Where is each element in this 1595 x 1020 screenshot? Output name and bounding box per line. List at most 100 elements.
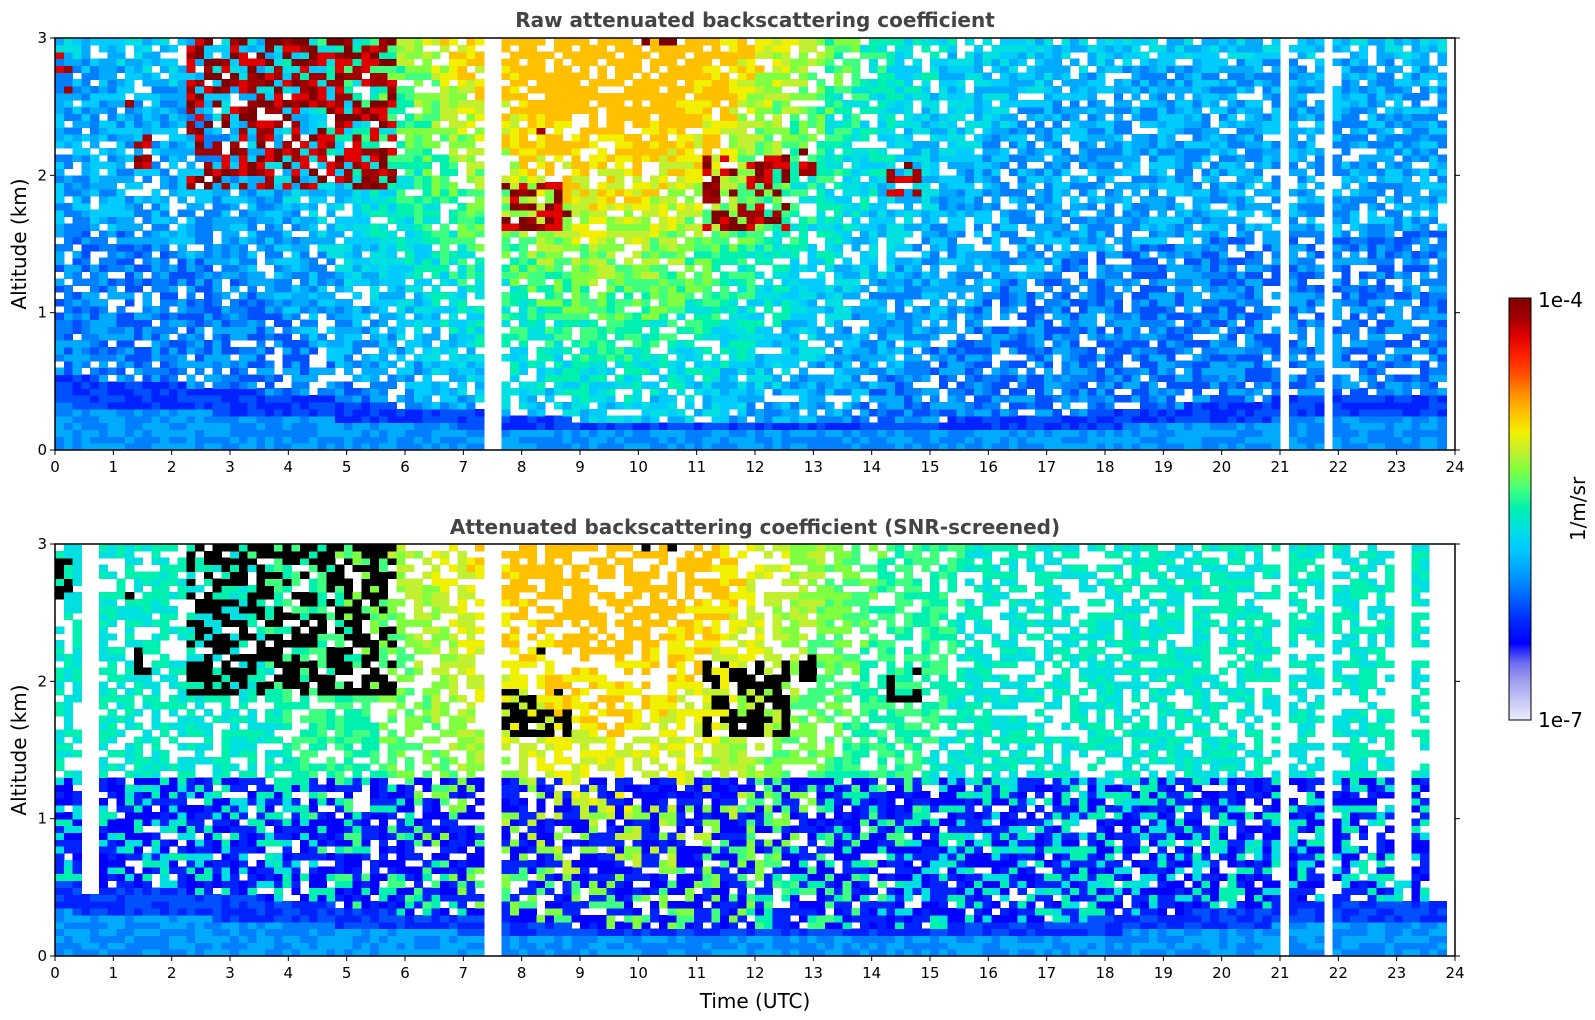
heatmap-cell [457,278,467,286]
heatmap-cell [291,72,301,80]
heatmap-cell [798,65,809,73]
heatmap-cell [396,347,406,355]
heatmap-cell [203,99,214,108]
heatmap-cell [518,292,529,300]
heatmap-cell [238,120,249,128]
heatmap-cell [615,326,625,334]
heatmap-cell [527,381,537,389]
heatmap-cell [842,209,852,218]
heatmap-cell [195,250,205,259]
heatmap-cell [527,51,537,60]
heatmap-cell [860,429,870,437]
heatmap-cell [230,408,240,417]
heatmap-cell [650,319,660,327]
heatmap-cell [361,326,371,334]
heatmap-cell [317,134,327,142]
heatmap-cell [431,127,441,135]
heatmap-cell [860,134,870,142]
heatmap-cell [728,168,739,176]
heatmap-cell [72,182,82,190]
heatmap-cell [606,168,616,176]
heatmap-cell [221,381,231,389]
heatmap-cell [177,86,187,94]
heatmap-cell [440,360,450,369]
heatmap-cell [98,285,109,293]
heatmap-cell [422,141,432,149]
heatmap-cell [212,305,222,314]
heatmap-cell [308,120,319,128]
heatmap-cell [466,106,476,115]
heatmap-cell [396,38,406,46]
heatmap-cell [466,175,476,183]
heatmap-cell [676,223,686,231]
heatmap-cell [755,230,765,238]
heatmap-cell [160,195,170,204]
heatmap-cell [536,367,546,376]
heatmap-cell [431,79,441,87]
heatmap-cell [72,51,82,60]
heatmap-cell [247,312,257,321]
heatmap-cell [903,285,914,293]
heatmap-cell [623,326,634,334]
heatmap-cell [440,250,450,259]
heatmap-cell [728,106,739,115]
heatmap-cell [746,237,756,245]
heatmap-cell [352,99,362,108]
heatmap-cell [55,44,65,53]
heatmap-cell [912,285,922,293]
heatmap-cell [545,374,555,382]
heatmap-cell [632,271,642,279]
heatmap-cell [308,319,319,327]
heatmap-cell [536,353,546,362]
heatmap-cell [247,415,257,424]
heatmap-cell [186,120,196,128]
heatmap-cell [387,154,397,163]
heatmap-cell [781,209,791,218]
heatmap-cell [72,395,82,403]
heatmap-cell [842,326,852,334]
heatmap-cell [562,401,572,410]
heatmap-cell [518,154,529,163]
heatmap-cell [317,65,327,73]
heatmap-cell [816,292,826,300]
heatmap-cell [720,395,730,403]
heatmap-cell [632,264,642,273]
heatmap-cell [772,388,782,396]
heatmap-cell [352,401,362,410]
heatmap-cell [90,347,100,355]
heatmap-cell [667,86,677,94]
heatmap-cell [186,436,196,444]
heatmap-cell [160,381,170,389]
heatmap-cell [195,72,205,80]
heatmap-cell [212,244,222,252]
heatmap-cell [877,72,887,80]
heatmap-cell [265,106,275,115]
heatmap-cell [422,250,432,259]
heatmap-cell [545,388,555,396]
heatmap-cell [466,134,476,142]
heatmap-cell [72,86,82,94]
heatmap-cell [116,257,126,266]
heatmap-cell [685,168,695,176]
heatmap-cell [921,223,931,231]
heatmap-cell [816,388,826,396]
heatmap-cell [265,250,275,259]
heatmap-cell [597,250,607,259]
heatmap-cell [308,44,319,53]
heatmap-cell [151,202,161,211]
heatmap-cell [107,113,117,121]
heatmap-cell [186,298,196,307]
heatmap-cell [291,326,301,334]
heatmap-cell [711,154,721,163]
heatmap-cell [72,436,82,444]
heatmap-cell [422,305,432,314]
heatmap-cell [238,168,249,176]
heatmap-cell [230,58,240,67]
heatmap-cell [851,44,861,53]
heatmap-cell [518,285,529,293]
heatmap-cell [326,298,336,307]
heatmap-cell [886,106,896,115]
heatmap-cell [168,395,179,403]
heatmap-cell [816,271,826,279]
heatmap-cell [55,429,65,437]
